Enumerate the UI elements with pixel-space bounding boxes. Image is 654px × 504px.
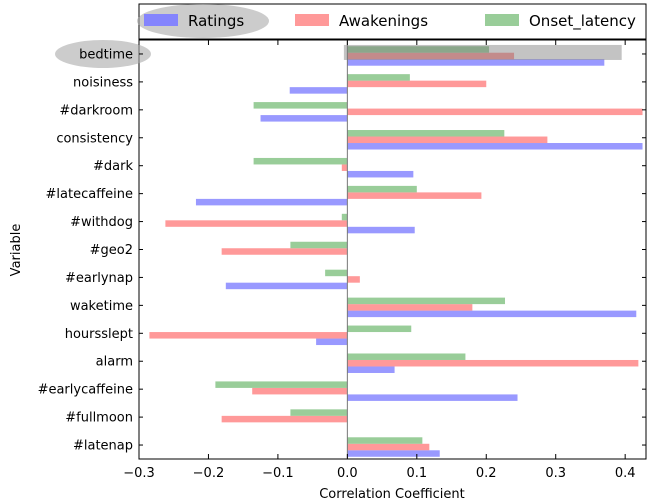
y-tick-label: #darkroom xyxy=(59,103,133,118)
bar-ratings-14 xyxy=(347,450,440,457)
legend-swatch-onset_latency xyxy=(485,14,519,26)
bar-highlight-box xyxy=(343,44,622,60)
y-tick-label: alarm xyxy=(96,355,133,370)
x-tick-label: 0.0 xyxy=(337,466,358,481)
bar-onset_latency-5 xyxy=(347,185,417,193)
x-tick-label: −0.2 xyxy=(193,466,225,481)
x-tick-label: −0.1 xyxy=(262,466,294,481)
legend-highlight-ellipse xyxy=(137,4,269,38)
bar-ratings-0 xyxy=(347,59,605,66)
label-highlight-ellipse xyxy=(55,39,151,68)
x-tick-label: 0.3 xyxy=(545,466,566,481)
bar-ratings-4 xyxy=(347,170,414,178)
bar-ratings-1 xyxy=(289,87,348,94)
bar-onset_latency-4 xyxy=(253,157,348,165)
bar-awakenings-12 xyxy=(252,387,348,395)
bar-ratings-3 xyxy=(347,143,643,150)
y-tick-label: waketime xyxy=(70,299,133,314)
x-axis: −0.3 −0.2 −0.1 0.0 0.1 0.2 0.3 0.4 xyxy=(123,40,636,481)
bar-onset_latency-9 xyxy=(347,297,506,305)
y-tick-label: #withdog xyxy=(70,215,133,230)
bar-awakenings-6 xyxy=(165,220,348,227)
bar-ratings-12 xyxy=(347,394,518,401)
bar-awakenings-10 xyxy=(149,332,348,339)
bar-onset_latency-11 xyxy=(347,353,466,360)
x-tick-label: 0.4 xyxy=(615,466,636,481)
legend-label-awakenings: Awakenings xyxy=(339,12,428,30)
bar-awakenings-7 xyxy=(221,248,348,255)
bar-awakenings-4 xyxy=(341,164,348,171)
y-tick-label: consistency xyxy=(56,131,133,146)
bar-onset_latency-1 xyxy=(347,74,410,81)
x-axis-title: Correlation Coefficient xyxy=(319,487,465,502)
bar-onset_latency-10 xyxy=(347,325,412,333)
bar-awakenings-2 xyxy=(347,108,643,116)
legend: Ratings Awakenings Onset_latency xyxy=(137,4,636,38)
y-axis-title: Variable xyxy=(9,224,24,277)
y-axis: bedtime noisiness #darkroom consistency #dar… xyxy=(38,47,646,454)
y-tick-label: #dark xyxy=(93,159,133,174)
bar-onset_latency-3 xyxy=(347,130,505,137)
bar-onset_latency-0 xyxy=(347,46,490,53)
legend-label-onset_latency: Onset_latency xyxy=(529,12,636,31)
bar-ratings-8 xyxy=(225,282,348,290)
bar-onset_latency-13 xyxy=(290,409,348,416)
bar-awakenings-5 xyxy=(347,192,482,199)
bar-ratings-6 xyxy=(347,226,415,234)
y-tick-label: #fullmoon xyxy=(65,411,133,426)
bars-layer xyxy=(149,46,643,457)
y-tick-label: #latenap xyxy=(73,439,133,454)
legend-label-ratings: Ratings xyxy=(188,12,244,30)
x-tick-label: 0.2 xyxy=(476,466,497,481)
y-tick-label: bedtime xyxy=(79,47,133,62)
highlight-layer xyxy=(55,39,151,68)
bar-ratings-11 xyxy=(347,366,395,373)
bar-awakenings-8 xyxy=(347,276,360,283)
bar-onset_latency-2 xyxy=(253,102,348,109)
y-tick-label: #earlycaffeine xyxy=(38,383,133,398)
y-tick-label: #latecaffeine xyxy=(46,187,133,202)
x-tick-label: 0.1 xyxy=(406,466,427,481)
bar-onset_latency-12 xyxy=(215,381,348,388)
y-tick-label: #geo2 xyxy=(90,243,133,258)
bar-onset_latency-8 xyxy=(325,269,348,277)
bar-ratings-9 xyxy=(347,310,637,318)
bar-awakenings-14 xyxy=(347,443,430,451)
x-tick-label: −0.3 xyxy=(123,466,155,481)
bar-ratings-10 xyxy=(316,338,348,346)
y-tick-label: noisiness xyxy=(73,75,133,90)
overlay-layer xyxy=(343,44,622,60)
bar-onset_latency-6 xyxy=(341,213,348,221)
bar-awakenings-1 xyxy=(347,80,487,88)
bar-onset_latency-7 xyxy=(290,241,348,249)
y-tick-label: #earlynap xyxy=(65,271,133,286)
bar-awakenings-0 xyxy=(347,52,515,60)
bar-awakenings-9 xyxy=(347,304,473,311)
bar-awakenings-3 xyxy=(347,136,548,144)
legend-swatch-ratings xyxy=(144,14,178,26)
bar-awakenings-13 xyxy=(221,415,348,423)
bar-awakenings-11 xyxy=(347,359,639,367)
bar-ratings-5 xyxy=(195,198,348,206)
y-tick-label: hoursslept xyxy=(65,327,133,342)
legend-swatch-awakenings xyxy=(295,14,329,26)
bar-onset_latency-14 xyxy=(347,437,423,444)
bar-ratings-2 xyxy=(260,115,348,122)
